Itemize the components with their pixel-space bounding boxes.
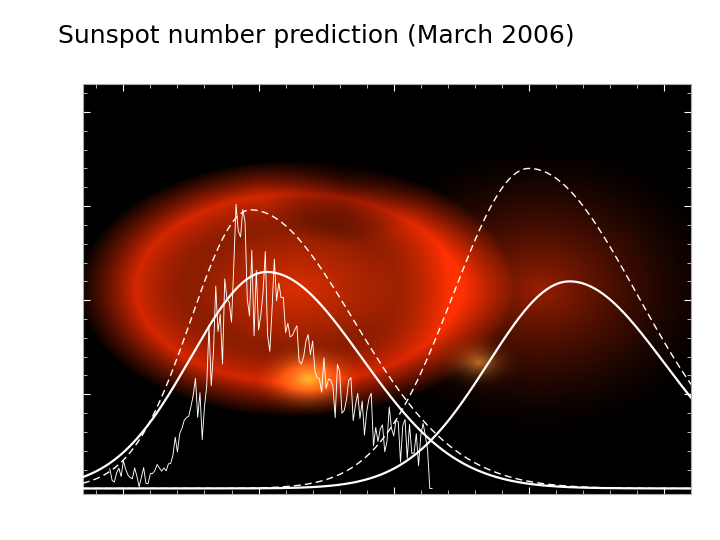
Title: Cycle 23-24 Sunspot Number Prediction (March 2006): Cycle 23-24 Sunspot Number Prediction (M… [246,71,528,82]
Text: NASA/MSFC/Hathaway: NASA/MSFC/Hathaway [324,529,450,539]
Text: Sunspot number prediction (March 2006): Sunspot number prediction (March 2006) [58,24,575,48]
